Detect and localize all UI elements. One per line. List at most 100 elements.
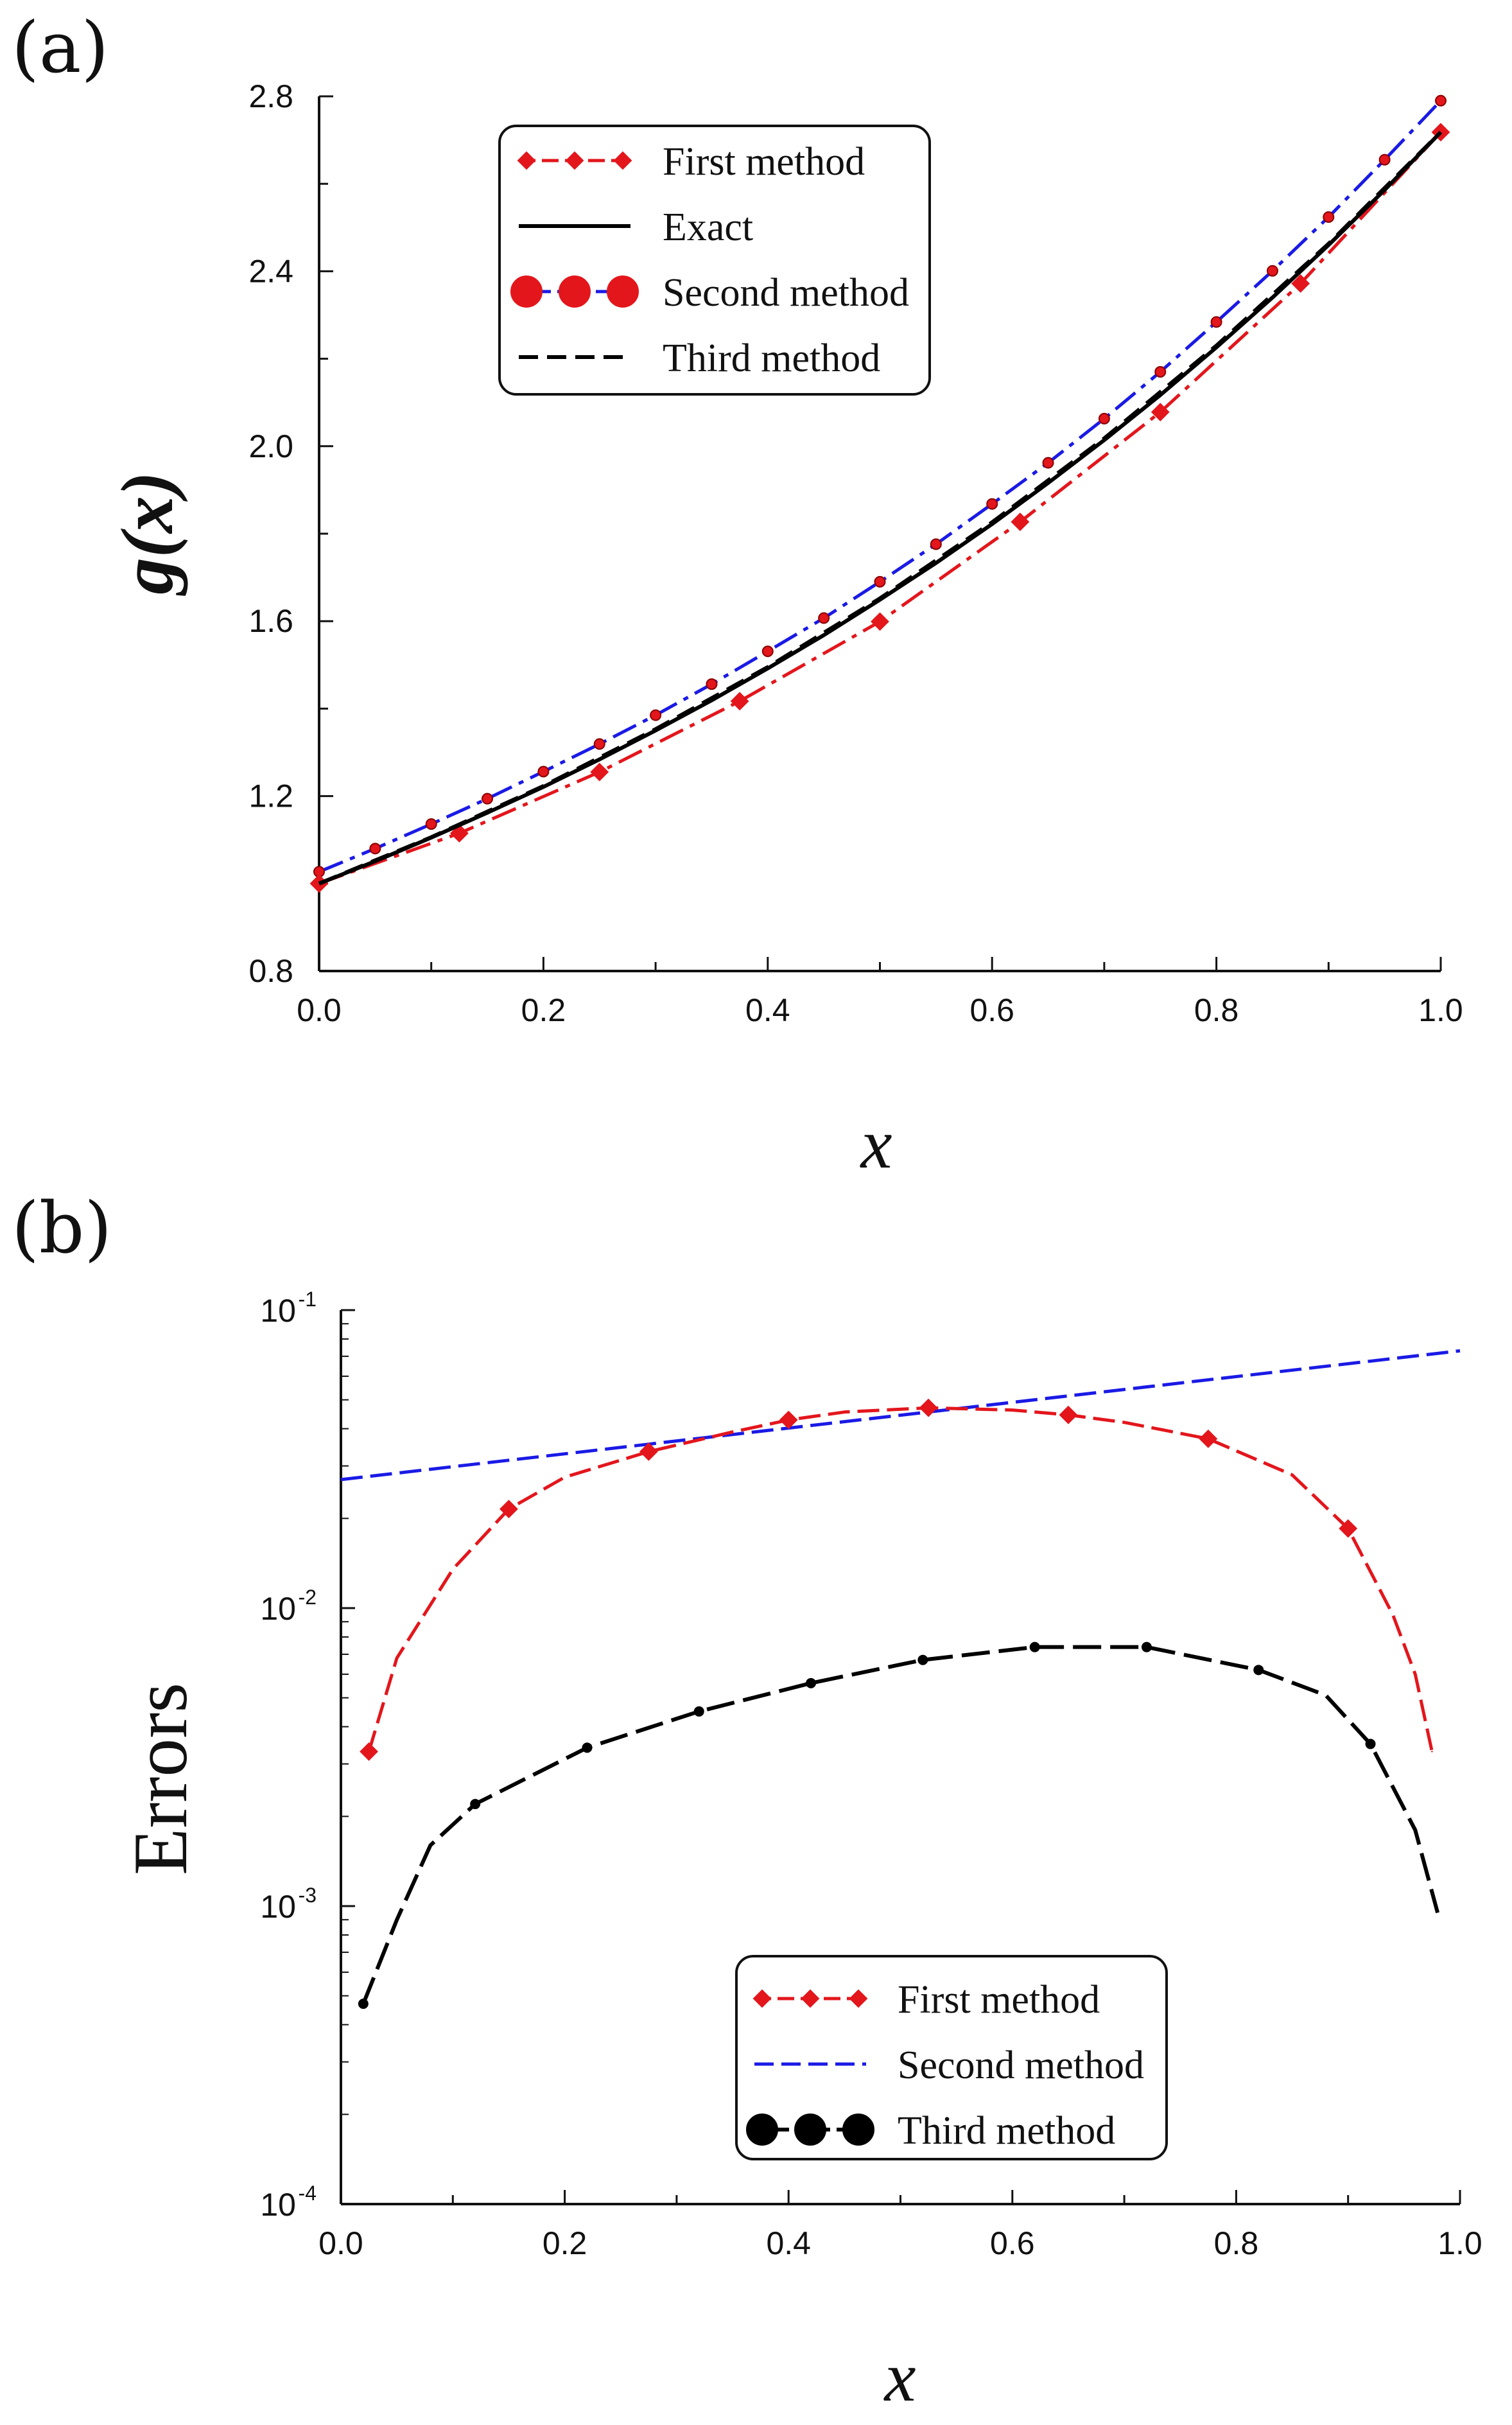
panel-a-second-method-point: [425, 818, 437, 830]
panel-b-third-method-point: [470, 1799, 481, 1810]
legend-b-third-method-swatch-marker: [794, 2114, 826, 2146]
panel-b-third-method-point: [1141, 1641, 1152, 1652]
panel-b-y-tick-base: 10: [260, 2187, 296, 2223]
panel-b-x-axis-label: x: [883, 2338, 916, 2416]
panel-a-second-method-point: [930, 538, 942, 550]
panel-a-first-method-point: [590, 762, 609, 782]
panel-a-x-tick-label: 0.8: [1194, 992, 1239, 1028]
panel-a-x-tick-label: 0.4: [745, 992, 790, 1028]
panel-a-second-method-point: [1098, 412, 1110, 425]
legend-first-method-swatch-marker: [517, 151, 536, 170]
panel-a-second-method-point: [369, 843, 381, 855]
panel-a-x-tick-label: 0.0: [297, 992, 342, 1028]
legend-second-method-label: Second method: [663, 271, 909, 315]
panel-b-y-tick-exponent: -4: [299, 2182, 317, 2205]
panel-a-first-method-point: [1291, 274, 1310, 293]
panel-b-first-method-point: [360, 1742, 378, 1761]
panel-b-third-method-line: [361, 1645, 1440, 2005]
panel-b-first-method-point: [639, 1442, 658, 1461]
legend-b-second-method-label: Second method: [898, 2044, 1144, 2087]
panel-b-y-tick-exponent: -2: [299, 1586, 317, 1609]
panel-b-third-method-point: [917, 1654, 928, 1665]
legend-b-first-method-swatch-marker: [801, 1989, 820, 2008]
panel-a-second-method-point: [1042, 457, 1054, 469]
legend-b-third-method-swatch-marker: [746, 2114, 778, 2146]
panel-a-legend-box: [498, 125, 931, 396]
panel-b-x-tick-label: 0.6: [990, 2225, 1035, 2261]
panel-b-third-method-point: [582, 1742, 593, 1753]
legend-second-method-swatch-marker: [559, 276, 591, 308]
panel-a-second-method-point: [1323, 211, 1335, 223]
panel-b-y-tick-exponent: -1: [299, 1288, 317, 1311]
panel-b-third-method-point: [806, 1677, 817, 1688]
panel-a-second-method-point: [818, 612, 830, 624]
legend-b-first-method-swatch-marker: [849, 1989, 868, 2008]
panel-a-second-method-line: [318, 100, 1442, 873]
panel-a-second-method-point: [1378, 153, 1391, 166]
panel-a-y-tick-label: 2.0: [248, 428, 293, 464]
legend-first-method-swatch-marker: [613, 151, 632, 170]
panel-b-second-method-line: [340, 1349, 1461, 1482]
panel-b-third-method-point: [358, 1999, 369, 2009]
panel-b-first-method-point: [1199, 1429, 1218, 1448]
panel-b-third-method-point: [1253, 1665, 1264, 1676]
panel-a-second-method-point: [761, 645, 774, 658]
panel-b-legend-box: [735, 1955, 1168, 2160]
panel-b-y-tick-base: 10: [260, 1591, 296, 1627]
legend-first-method-swatch-marker: [565, 151, 584, 170]
panel-a-x-tick-label: 0.2: [521, 992, 566, 1028]
panel-a-second-method-point: [1435, 94, 1447, 107]
legend-third-method-label: Third method: [663, 337, 880, 380]
legend-b-third-method-label: Third method: [898, 2109, 1115, 2153]
panel-a-exact-line: [318, 130, 1443, 886]
panel-a-y-tick-label: 2.8: [248, 78, 293, 114]
panel-a-second-method-point: [593, 738, 605, 750]
panel-a-first-method-point: [871, 612, 889, 631]
panel-a-y-axis-label: g(x): [107, 471, 188, 597]
panel-b-legend: First method Second method Third method: [735, 1955, 1168, 2160]
panel-a-second-method-point: [1210, 316, 1222, 328]
panel-b-x-tick-label: 0.0: [318, 2225, 363, 2261]
panel-b-y-tick-base: 10: [260, 1293, 296, 1329]
panel-a-second-method-point: [1266, 265, 1278, 277]
panel-b-label: (b): [12, 1187, 112, 1269]
panel-a-x-tick-label: 0.6: [969, 992, 1014, 1028]
panel-b-x-tick-label: 0.2: [543, 2225, 587, 2261]
panel-a-y-tick-label: 1.6: [248, 603, 293, 639]
panel-a-second-method-point: [1154, 366, 1167, 378]
panel-a-chart: (a) 0.0 0.2 0.4 0.6 0.8 1.0 0.8 1.2 1.6 2.0 2.4 2.8…: [12, 6, 1463, 1183]
legend-exact-label: Exact: [663, 206, 753, 249]
legend-first-method-label: First method: [663, 140, 865, 184]
panel-a-second-method-point: [874, 575, 886, 588]
panel-b-first-method-point: [1339, 1519, 1358, 1538]
legend-b-third-method-swatch-marker: [842, 2114, 874, 2146]
legend-b-first-method-label: First method: [898, 1978, 1100, 2022]
panel-b-y-axis-label: Errors: [117, 1683, 203, 1875]
panel-a-y-tick-label: 2.4: [248, 253, 293, 289]
panel-a-first-method-point: [1151, 403, 1170, 422]
panel-b-first-method-point: [779, 1410, 798, 1430]
panel-b-x-tick-label: 0.4: [766, 2225, 811, 2261]
panel-a-first-method-point: [1011, 512, 1030, 532]
panel-a-x-axis-label: x: [860, 1105, 892, 1183]
legend-b-first-method-swatch-marker: [752, 1989, 772, 2008]
panel-b-y-tick-base: 10: [260, 1889, 296, 1925]
legend-second-method-swatch-marker: [607, 276, 639, 308]
panel-a-second-method-point: [482, 792, 494, 805]
panel-b-first-method-point: [1059, 1405, 1078, 1424]
panel-a-second-method-point: [706, 678, 718, 690]
panel-a-legend: First method Exact Second method Third meth…: [498, 125, 931, 396]
panel-a-y-tick-label: 0.8: [248, 953, 293, 989]
panel-a-y-tick-label: 1.2: [248, 778, 293, 814]
panel-b-third-method-point: [693, 1706, 704, 1717]
panel-a-x-tick-label: 1.0: [1418, 992, 1463, 1028]
legend-second-method-swatch-marker: [510, 276, 543, 308]
panel-b-x-tick-label: 1.0: [1438, 2225, 1482, 2261]
panel-b-third-method-point: [1029, 1641, 1040, 1652]
panel-a-label: (a): [12, 6, 109, 89]
panel-a-first-method-point: [730, 692, 749, 711]
panel-a-second-method-point: [537, 766, 550, 778]
panel-b-first-method-point: [919, 1398, 938, 1417]
panel-b-third-method-point: [1365, 1738, 1376, 1749]
